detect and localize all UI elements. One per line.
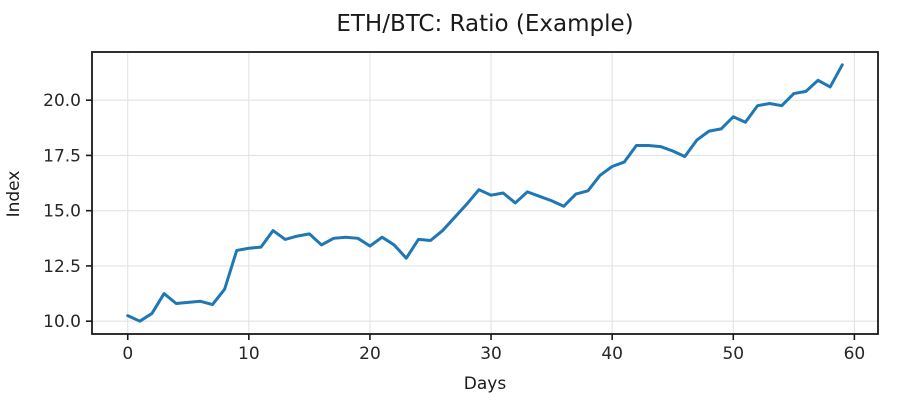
x-tick-label: 20 [359,344,381,364]
y-tick-label: 12.5 [43,257,81,277]
y-tick-label: 17.5 [43,146,81,166]
x-tick-label: 30 [480,344,502,364]
x-tick-label: 10 [238,344,260,364]
x-tick-label: 40 [601,344,623,364]
x-tick-label: 0 [122,344,133,364]
y-tick-label: 15.0 [43,202,81,222]
y-tick-label: 10.0 [43,312,81,332]
x-tick-label: 50 [722,344,744,364]
axes-box [91,51,879,335]
x-axis-label: Days [463,374,507,394]
y-tick-label: 20.0 [43,91,81,111]
chart-title: ETH/BTC: Ratio (Example) [336,11,634,37]
x-tick-label: 60 [844,344,866,364]
ratio-series-line [126,63,844,323]
